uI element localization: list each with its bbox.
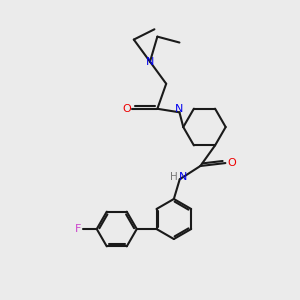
Text: N: N bbox=[146, 57, 154, 67]
Text: O: O bbox=[227, 158, 236, 168]
Text: H: H bbox=[170, 172, 178, 182]
Text: F: F bbox=[74, 224, 81, 234]
Text: O: O bbox=[123, 104, 131, 114]
Text: N: N bbox=[175, 104, 184, 114]
Text: N: N bbox=[179, 172, 188, 182]
